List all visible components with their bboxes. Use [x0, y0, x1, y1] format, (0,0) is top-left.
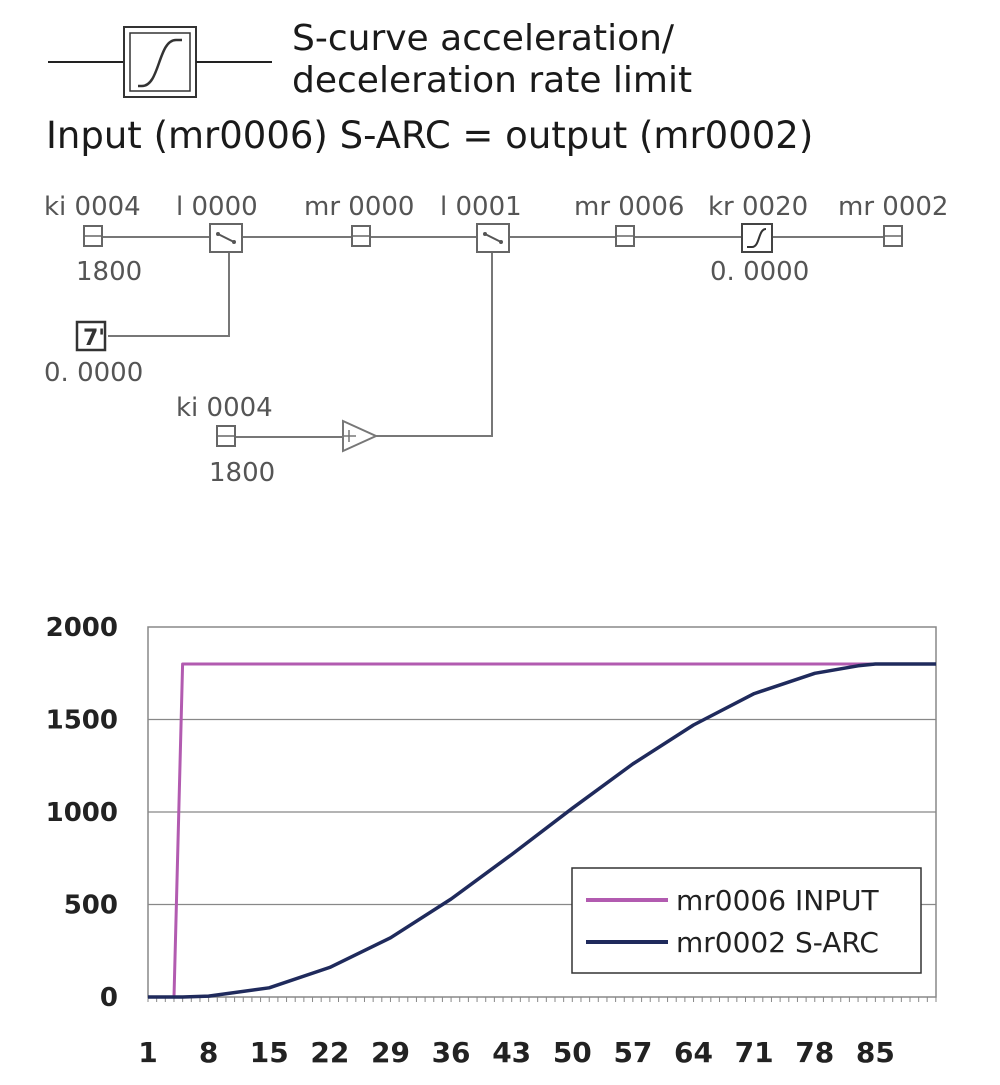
s-arc-icon-graphic — [48, 26, 272, 98]
s-arc-icon-inner — [129, 32, 191, 92]
mr0006-label: mr 0006 — [574, 192, 684, 222]
x-tick-label: 85 — [856, 1036, 895, 1069]
series-line-s-arc — [148, 662, 936, 999]
constant-block[interactable] — [75, 320, 107, 352]
formula-line: Input (mr0006) S-ARC = output (mr0002) — [46, 114, 814, 157]
block-diagram: ki 0004 1800 l 0000 mr 0000 l 0001 mr 00… — [44, 192, 948, 488]
ki0004-top-label: ki 0004 — [44, 192, 141, 222]
switch-icon — [484, 233, 502, 243]
x-tick-label: 50 — [553, 1036, 592, 1069]
x-tick-label: 43 — [492, 1036, 531, 1069]
ki0004-bottom-value: 1800 — [209, 458, 275, 488]
ki0004-top-value: 1800 — [76, 257, 142, 287]
switch-icon — [217, 233, 235, 243]
s-arc-block[interactable] — [741, 223, 773, 253]
x-tick-label: 1 — [138, 1036, 157, 1069]
x-tick-label: 29 — [371, 1036, 410, 1069]
constant-symbol: 7' — [83, 326, 105, 351]
kr0020-label: kr 0020 — [708, 192, 808, 222]
legend-label: mr0006 INPUT — [676, 884, 880, 917]
s-curve-icon — [747, 228, 767, 248]
x-tick-label: 22 — [310, 1036, 349, 1069]
x-tick-label: 78 — [795, 1036, 834, 1069]
series-line-input — [148, 662, 936, 999]
l0001-label: l 0001 — [440, 192, 522, 222]
y-tick-label: 1500 — [46, 706, 118, 736]
y-tick-label: 1000 — [46, 798, 118, 828]
title-line-2: deceleration rate limit — [292, 60, 693, 101]
legend-label: mr0002 S-ARC — [676, 926, 879, 959]
mr0000-label: mr 0000 — [304, 192, 414, 222]
const-link-line — [108, 247, 230, 337]
x-tick-label: 64 — [674, 1036, 713, 1069]
y-tick-label: 2000 — [46, 613, 118, 643]
ki0004-bottom-label: ki 0004 — [176, 393, 273, 423]
x-tick-label: 71 — [735, 1036, 774, 1069]
l0000-label: l 0000 — [176, 192, 258, 222]
constant-value: 0. 0000 — [44, 358, 143, 388]
title-line-1: S-curve acceleration/ — [292, 18, 675, 59]
s-curve-icon — [138, 38, 182, 88]
y-tick-label: 500 — [64, 891, 118, 921]
plot-area — [147, 626, 937, 998]
legend-box — [571, 867, 922, 974]
comparator-link-line — [376, 249, 493, 437]
kr0020-value: 0. 0000 — [710, 257, 809, 287]
x-tick-label: 36 — [432, 1036, 471, 1069]
x-tick-label: 57 — [613, 1036, 652, 1069]
y-tick-label: 0 — [100, 983, 118, 1013]
x-tick-label: 8 — [199, 1036, 218, 1069]
x-tick-label: 15 — [250, 1036, 289, 1069]
mr0002-label: mr 0002 — [838, 192, 948, 222]
